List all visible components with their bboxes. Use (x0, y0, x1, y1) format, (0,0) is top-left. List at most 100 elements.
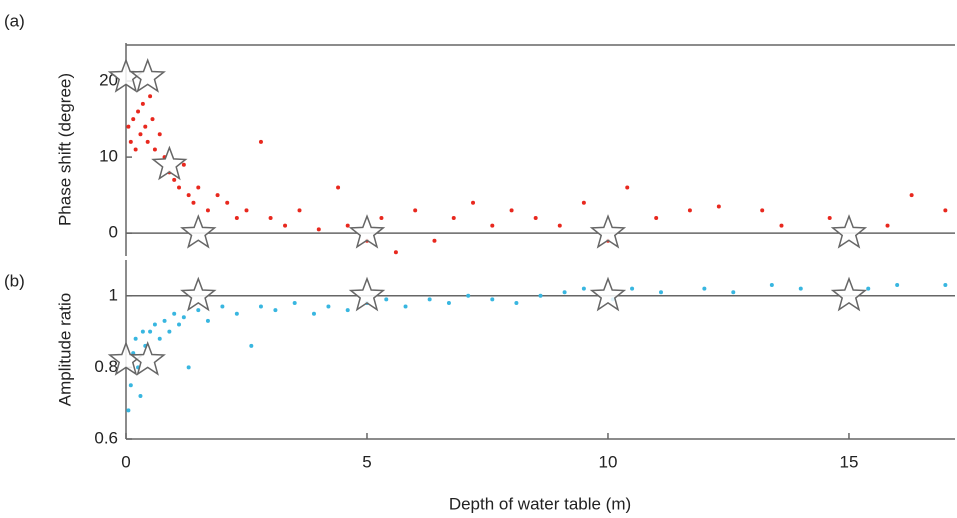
star-marker (589, 214, 627, 249)
data-point (297, 208, 302, 213)
data-point (490, 297, 495, 302)
data-point (191, 200, 196, 205)
data-point (148, 329, 153, 334)
data-point (244, 208, 249, 213)
data-point (133, 336, 138, 341)
y-tick-label: 0.6 (94, 428, 118, 447)
data-point (625, 185, 630, 190)
data-point (562, 290, 567, 295)
data-point (177, 322, 182, 327)
data-point (152, 147, 157, 152)
data-point (205, 208, 210, 213)
panel-label: (b) (4, 271, 25, 290)
data-point (249, 343, 254, 348)
data-point (731, 290, 736, 295)
data-point (181, 315, 186, 320)
data-point (490, 223, 495, 228)
data-point (326, 304, 331, 309)
data-point (234, 215, 239, 220)
data-point (225, 200, 230, 205)
star-marker (830, 214, 868, 249)
data-point (779, 223, 784, 228)
star-marker (348, 276, 386, 312)
data-point (145, 139, 150, 144)
y-axis-label: Amplitude ratio (55, 293, 74, 406)
data-point (258, 139, 263, 144)
data-point (172, 311, 177, 316)
y-axis-label: Phase shift (degree) (55, 73, 74, 226)
data-point (234, 311, 239, 316)
data-point (283, 223, 288, 228)
data-point (133, 147, 138, 152)
data-point (128, 139, 133, 144)
panel-label: (a) (4, 11, 25, 30)
data-point (630, 286, 635, 291)
data-point (220, 304, 225, 309)
data-point (413, 208, 418, 213)
data-point (379, 215, 384, 220)
data-point (760, 208, 765, 213)
data-point (215, 193, 220, 198)
data-point (140, 101, 145, 106)
data-point (311, 311, 316, 316)
data-point (687, 208, 692, 213)
data-point (131, 117, 136, 122)
data-point (148, 94, 153, 99)
data-point (177, 185, 182, 190)
data-point (126, 408, 131, 413)
data-point (393, 250, 398, 255)
data-point (205, 318, 210, 323)
star-marker (348, 214, 386, 249)
data-point (538, 293, 543, 298)
star-marker (830, 276, 868, 312)
y-tick-label: 0 (109, 223, 118, 242)
data-point (196, 308, 201, 313)
data-point (152, 322, 157, 327)
data-point (909, 193, 914, 198)
data-point (446, 300, 451, 305)
data-point (432, 238, 437, 243)
data-point (716, 204, 721, 209)
star-marker (180, 276, 217, 312)
data-point (150, 117, 155, 122)
data-point (581, 200, 586, 205)
x-axis-label: Depth of water table (m) (449, 494, 631, 513)
data-point (136, 109, 141, 114)
data-point (186, 365, 191, 370)
data-point (658, 290, 663, 295)
data-point (798, 286, 803, 291)
data-point (769, 283, 774, 288)
star-marker (180, 214, 217, 249)
data-point (466, 293, 471, 298)
data-point (509, 208, 514, 213)
data-point (172, 177, 177, 182)
data-point (196, 185, 201, 190)
data-point (943, 283, 948, 288)
data-point (273, 308, 278, 313)
data-point (128, 383, 133, 388)
star-marker (589, 276, 627, 312)
data-point (292, 300, 297, 305)
data-point (654, 215, 659, 220)
star-marker (129, 58, 166, 93)
data-point (345, 223, 350, 228)
data-point (581, 286, 586, 291)
data-point (471, 200, 476, 205)
x-tick-label: 10 (599, 452, 618, 471)
data-point (557, 223, 562, 228)
data-point (167, 329, 172, 334)
data-point (885, 223, 890, 228)
data-point (162, 318, 167, 323)
star-marker (151, 145, 188, 181)
y-tick-label: 0.8 (94, 357, 118, 376)
data-point (514, 300, 519, 305)
data-point (702, 286, 707, 291)
data-point (138, 394, 143, 399)
data-point (943, 208, 948, 213)
data-point (384, 297, 389, 302)
x-tick-label: 15 (840, 452, 859, 471)
data-point (451, 215, 456, 220)
y-tick-label: 1 (109, 285, 118, 304)
data-point (533, 215, 538, 220)
